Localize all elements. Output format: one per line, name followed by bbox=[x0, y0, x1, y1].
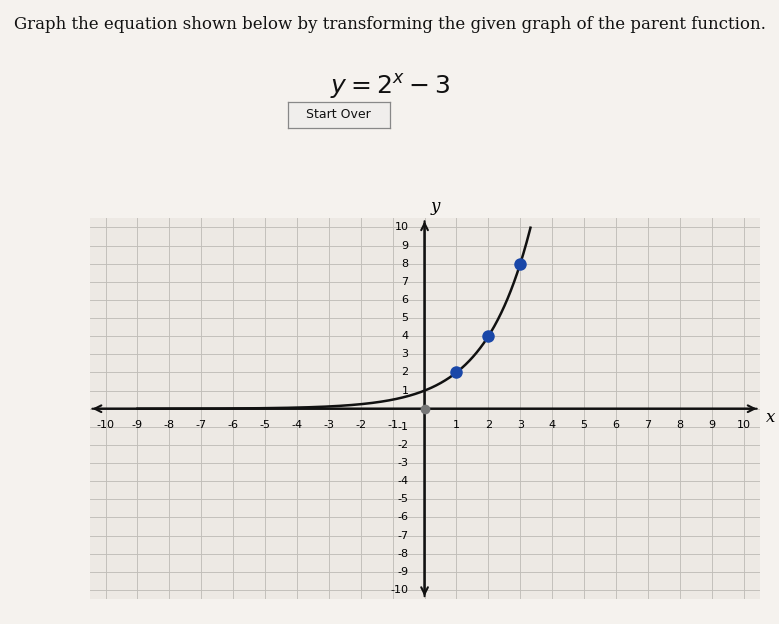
Text: -9: -9 bbox=[132, 419, 143, 429]
Text: y: y bbox=[431, 198, 440, 215]
Text: 6: 6 bbox=[612, 419, 619, 429]
Text: 9: 9 bbox=[708, 419, 715, 429]
Text: -2: -2 bbox=[355, 419, 366, 429]
Text: 9: 9 bbox=[401, 241, 409, 251]
Text: 5: 5 bbox=[580, 419, 587, 429]
Text: -5: -5 bbox=[259, 419, 270, 429]
Text: 7: 7 bbox=[644, 419, 651, 429]
Text: 10: 10 bbox=[395, 223, 409, 233]
Text: -6: -6 bbox=[227, 419, 238, 429]
Text: -1: -1 bbox=[397, 422, 409, 432]
Text: 2: 2 bbox=[401, 368, 409, 378]
Text: 6: 6 bbox=[402, 295, 409, 305]
Text: -8: -8 bbox=[164, 419, 175, 429]
Text: 3: 3 bbox=[516, 419, 523, 429]
Text: -7: -7 bbox=[397, 530, 409, 540]
Text: Graph the equation shown below by transforming the given graph of the parent fun: Graph the equation shown below by transf… bbox=[13, 16, 766, 32]
Text: 7: 7 bbox=[401, 277, 409, 287]
Text: -9: -9 bbox=[397, 567, 409, 577]
Text: $y = 2^x - 3$: $y = 2^x - 3$ bbox=[330, 72, 449, 100]
Text: 3: 3 bbox=[402, 349, 409, 359]
Text: x: x bbox=[766, 409, 775, 426]
Text: 8: 8 bbox=[401, 259, 409, 269]
Text: -6: -6 bbox=[397, 512, 409, 522]
Text: -8: -8 bbox=[397, 548, 409, 558]
Text: 4: 4 bbox=[401, 331, 409, 341]
Text: 4: 4 bbox=[548, 419, 555, 429]
Text: -10: -10 bbox=[97, 419, 115, 429]
Text: 8: 8 bbox=[676, 419, 683, 429]
Text: 2: 2 bbox=[485, 419, 492, 429]
Text: -4: -4 bbox=[291, 419, 302, 429]
Text: 1: 1 bbox=[453, 419, 460, 429]
Text: -5: -5 bbox=[397, 494, 409, 504]
Text: 10: 10 bbox=[737, 419, 751, 429]
Text: -1: -1 bbox=[387, 419, 398, 429]
Text: -3: -3 bbox=[397, 458, 409, 468]
Text: -2: -2 bbox=[397, 440, 409, 450]
Text: Start Over: Start Over bbox=[306, 109, 372, 121]
Text: -4: -4 bbox=[397, 476, 409, 486]
Text: -10: -10 bbox=[390, 585, 409, 595]
Text: -3: -3 bbox=[323, 419, 334, 429]
Text: -7: -7 bbox=[196, 419, 206, 429]
Text: 5: 5 bbox=[402, 313, 409, 323]
Text: 1: 1 bbox=[402, 386, 409, 396]
